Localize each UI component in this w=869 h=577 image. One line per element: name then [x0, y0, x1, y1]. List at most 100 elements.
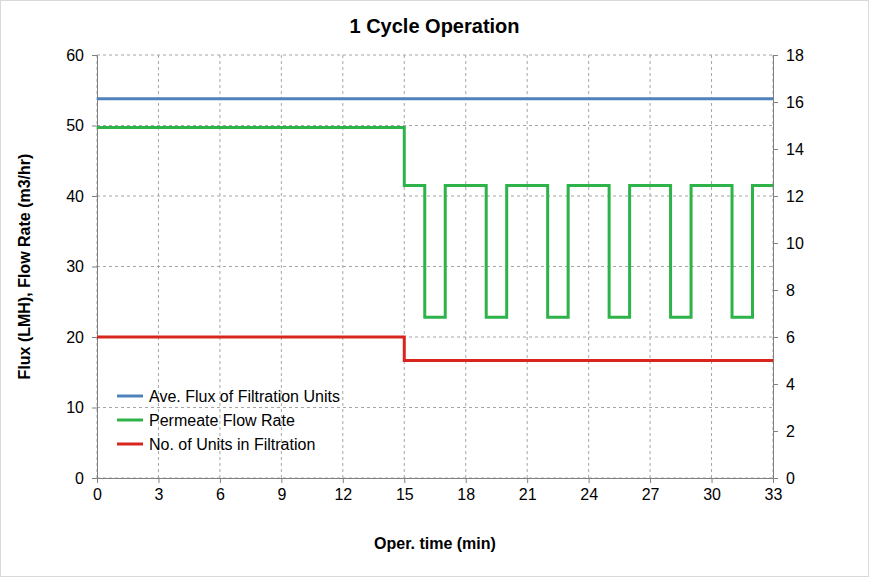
y2-axis-tick: 0 [773, 470, 795, 487]
legend-label: Permeate Flow Rate [149, 412, 295, 429]
grid-line-x [588, 55, 589, 478]
y-axis-tick: 30 [66, 258, 97, 275]
grid-line-x [404, 55, 405, 478]
x-axis: 0 3 6 9 12 15 18 21 24 27 30 33 [93, 478, 782, 503]
y-axis-tick-label: 50 [66, 117, 84, 134]
y2-axis-tick-mark [773, 196, 778, 197]
y-axis-tick: 20 [66, 329, 97, 346]
x-axis-tick-mark [343, 478, 344, 483]
x-axis-tick-mark [220, 478, 221, 483]
x-axis-tick-mark [650, 478, 651, 483]
grid-line-x [527, 55, 528, 478]
grid [97, 55, 773, 478]
y-axis-tick-mark [92, 267, 97, 268]
x-axis-tick-mark [589, 478, 590, 483]
legend-swatch [117, 395, 143, 398]
y2-axis-tick-label: 8 [786, 282, 795, 299]
y-axis: 0 10 20 30 40 50 60 [66, 47, 97, 487]
series-line [97, 97, 773, 100]
y2-axis-tick: 2 [773, 423, 795, 440]
x-axis-tick: 0 [93, 478, 102, 503]
legend: Ave. Flux of Filtration Units Permeate Fl… [117, 388, 340, 453]
y2-axis-tick-mark [773, 243, 778, 244]
x-axis-title: Oper. time (min) [374, 535, 496, 552]
y2-axis-tick-label: 6 [786, 329, 795, 346]
x-axis-tick: 12 [334, 478, 352, 503]
y-axis-tick: 10 [66, 399, 97, 416]
y2-axis-tick-mark [773, 384, 778, 385]
y-axis-title: Flux (LMH), Flow Rate (m3/hr) [16, 154, 33, 380]
y2-axis-tick-label: 16 [786, 94, 804, 111]
x-axis-tick: 27 [642, 478, 660, 503]
x-axis-tick-label: 15 [396, 486, 414, 503]
x-axis-tick-label: 9 [277, 486, 286, 503]
series-line [97, 128, 773, 318]
y-axis-tick: 50 [66, 117, 97, 134]
y-axis-tick: 60 [66, 47, 97, 64]
x-axis-tick: 18 [457, 478, 475, 503]
grid-line-x [650, 55, 651, 478]
x-axis-tick-label: 0 [93, 486, 102, 503]
x-axis-tick-label: 24 [580, 486, 598, 503]
y2-axis-tick-label: 12 [786, 188, 804, 205]
y2-axis-tick-mark [773, 102, 778, 103]
x-axis-line [98, 479, 774, 484]
grid-line-x [342, 55, 343, 478]
plot: 0369121518212427303301020304050600246810… [66, 47, 804, 504]
y-axis-tick-label: 10 [66, 399, 84, 416]
x-axis-tick-label: 27 [642, 486, 660, 503]
grid-line-y [97, 55, 773, 56]
y2-axis-tick: 4 [773, 376, 795, 393]
y2-axis: 0 2 4 6 8 10 12 14 16 18 [773, 47, 804, 487]
y2-axis-tick-label: 4 [786, 376, 795, 393]
x-axis-tick-label: 33 [765, 486, 783, 503]
x-axis-tick-mark [712, 478, 713, 483]
legend-label: Ave. Flux of Filtration Units [149, 388, 340, 405]
y2-axis-tick-mark [773, 478, 778, 479]
chart: 0369121518212427303301020304050600246810… [0, 0, 869, 577]
grid-line-x [465, 55, 466, 478]
y2-axis-tick: 6 [773, 329, 795, 346]
series-line [97, 337, 773, 361]
x-axis-tick-mark [527, 478, 528, 483]
x-axis-tick-label: 3 [155, 486, 164, 503]
y2-axis-tick-mark [773, 149, 778, 150]
y-axis-tick: 0 [75, 470, 97, 487]
y2-axis-tick-label: 0 [786, 470, 795, 487]
x-axis-tick-label: 6 [216, 486, 225, 503]
y-axis-tick-mark [92, 196, 97, 197]
y-axis-tick-label: 40 [66, 188, 84, 205]
y2-axis-tick: 18 [773, 47, 804, 64]
y-axis-tick-label: 0 [75, 470, 84, 487]
y-axis-tick-label: 60 [66, 47, 84, 64]
y2-axis-tick-label: 10 [786, 235, 804, 252]
x-axis-tick: 30 [703, 478, 721, 503]
x-axis-tick-label: 21 [519, 486, 537, 503]
y-axis-tick-mark [92, 126, 97, 127]
y-axis-tick: 40 [66, 188, 97, 205]
title: 1 Cycle Operation [349, 15, 519, 37]
y2-axis-tick: 8 [773, 282, 795, 299]
x-axis-tick-mark [158, 478, 159, 483]
x-axis-tick: 15 [396, 478, 414, 503]
y2-axis-tick-mark [773, 290, 778, 291]
x-axis-tick: 3 [155, 478, 164, 503]
x-axis-tick-label: 18 [457, 486, 475, 503]
x-axis-tick: 33 [765, 478, 783, 503]
y2-axis-tick: 10 [773, 235, 804, 252]
x-axis-tick-label: 30 [703, 486, 721, 503]
x-axis-tick-label: 12 [334, 486, 352, 503]
y-axis-tick-mark [92, 337, 97, 338]
legend-label: No. of Units in Filtration [149, 436, 315, 453]
y2-axis-tick-label: 14 [786, 141, 804, 158]
legend-swatch [117, 443, 143, 446]
grid-line-x [711, 55, 712, 478]
x-axis-tick: 6 [216, 478, 225, 503]
y-axis-tick-mark [92, 408, 97, 409]
y2-axis-tick: 16 [773, 94, 804, 111]
y2-axis-tick-mark [773, 431, 778, 432]
x-axis-tick: 21 [519, 478, 537, 503]
y2-axis-tick-label: 2 [786, 423, 795, 440]
chart-border [1, 1, 869, 577]
y2-axis-tick: 14 [773, 141, 804, 158]
